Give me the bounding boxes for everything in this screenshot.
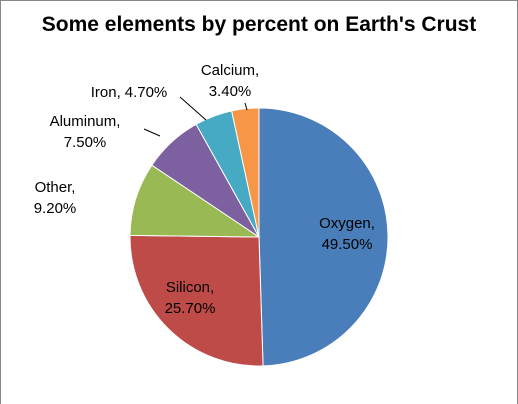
label-category: Calcium, [201, 62, 259, 79]
pie-slice [129, 234, 264, 367]
label-category: Oxygen, [319, 215, 375, 232]
label-value: 4.70% [125, 84, 168, 101]
data-label: Oxygen, 49.50% [319, 215, 375, 253]
label-category: Silicon, [166, 279, 214, 296]
data-label: Aluminum, 7.50% [50, 113, 121, 151]
label-category: Iron, [91, 84, 121, 101]
chart-title: Some elements by percent on Earth's Crus… [41, 13, 477, 36]
label-category: Other, [35, 179, 76, 196]
leader-line [143, 128, 161, 137]
data-label: Other, 9.20% [34, 179, 77, 217]
data-label: Calcium, 3.40% [201, 62, 259, 100]
leader-line [179, 96, 207, 121]
pie-slice [258, 107, 389, 367]
label-value: 9.20% [34, 200, 77, 217]
label-category: Aluminum, [50, 113, 121, 130]
label-value: 25.70% [165, 300, 216, 317]
label-value: 3.40% [209, 83, 252, 100]
leader-line [244, 102, 248, 111]
data-label: Silicon, 25.70% [165, 279, 216, 317]
label-value: 49.50% [322, 236, 373, 253]
label-value: 7.50% [64, 134, 107, 151]
data-label: Iron, 4.70% [91, 84, 168, 101]
pie-slice [231, 107, 260, 238]
